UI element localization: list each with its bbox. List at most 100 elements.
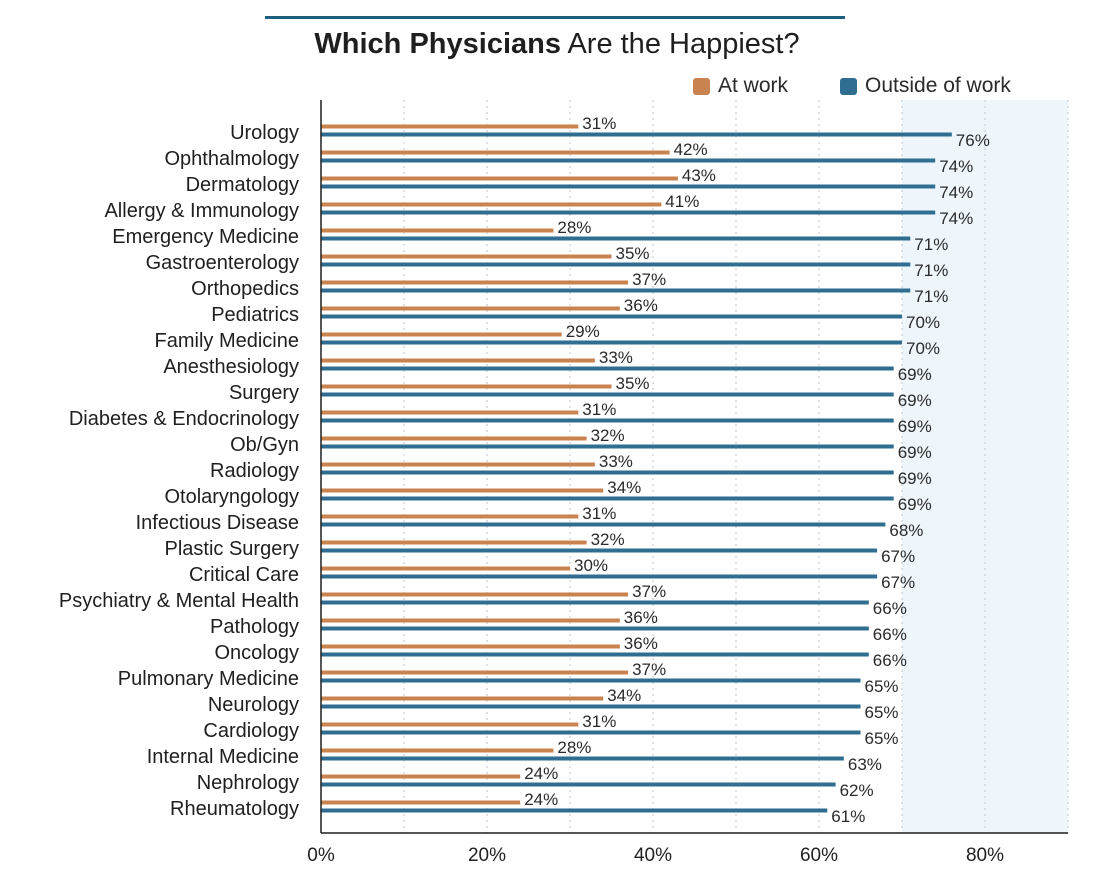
category-label: Psychiatry & Mental Health — [59, 590, 299, 612]
value-label-outside-of-work: 66% — [873, 599, 907, 618]
bar-outside-of-work — [321, 678, 861, 683]
bar-at-work — [321, 722, 579, 727]
value-label-outside-of-work: 76% — [956, 131, 990, 150]
bar-at-work — [321, 124, 579, 129]
category-label: Otolaryngology — [164, 486, 299, 508]
value-label-at-work: 36% — [624, 296, 658, 315]
bar-outside-of-work — [321, 756, 844, 761]
category-label: Anesthesiology — [163, 356, 299, 378]
value-label-outside-of-work: 74% — [939, 157, 973, 176]
category-label: Neurology — [208, 694, 299, 716]
value-label-at-work: 42% — [674, 140, 708, 159]
bar-at-work — [321, 618, 620, 623]
value-label-outside-of-work: 69% — [898, 417, 932, 436]
value-label-at-work: 33% — [599, 452, 633, 471]
value-label-at-work: 31% — [582, 712, 616, 731]
category-label: Critical Care — [189, 564, 299, 586]
legend-item-outside-of-work: Outside of work — [840, 74, 1011, 98]
category-label: Cardiology — [203, 720, 299, 742]
category-label: Diabetes & Endocrinology — [69, 408, 299, 430]
legend-swatch-at-work — [693, 77, 710, 95]
value-label-at-work: 28% — [557, 218, 591, 237]
category-label: Gastroenterology — [146, 252, 299, 274]
category-label: Pathology — [210, 616, 299, 638]
bar-at-work — [321, 774, 521, 779]
value-label-at-work: 34% — [607, 686, 641, 705]
bar-at-work — [321, 254, 612, 259]
value-label-outside-of-work: 71% — [914, 261, 948, 280]
bar-at-work — [321, 800, 521, 805]
bar-at-work — [321, 358, 595, 363]
bar-at-work — [321, 566, 570, 571]
bar-at-work — [321, 540, 587, 545]
bar-at-work — [321, 748, 554, 753]
value-label-outside-of-work: 62% — [840, 781, 874, 800]
bar-at-work — [321, 670, 629, 675]
value-label-at-work: 37% — [632, 582, 666, 601]
bar-outside-of-work — [321, 626, 869, 631]
value-label-at-work: 37% — [632, 270, 666, 289]
bar-outside-of-work — [321, 210, 936, 215]
value-label-outside-of-work: 65% — [865, 677, 899, 696]
bar-outside-of-work — [321, 236, 911, 241]
legend-label-at-work: At work — [718, 74, 789, 97]
bar-at-work — [321, 488, 604, 493]
bar-at-work — [321, 280, 629, 285]
category-label: Family Medicine — [155, 330, 299, 352]
bar-at-work — [321, 514, 579, 519]
value-label-outside-of-work: 67% — [881, 547, 915, 566]
bar-outside-of-work — [321, 652, 869, 657]
value-label-at-work: 30% — [574, 556, 608, 575]
category-label: Infectious Disease — [136, 512, 299, 534]
bar-outside-of-work — [321, 574, 878, 579]
bar-outside-of-work — [321, 158, 936, 163]
legend-label-outside-of-work: Outside of work — [865, 74, 1011, 97]
bar-outside-of-work — [321, 808, 828, 813]
value-label-outside-of-work: 69% — [898, 391, 932, 410]
bar-outside-of-work — [321, 600, 869, 605]
value-label-outside-of-work: 63% — [848, 755, 882, 774]
bar-outside-of-work — [321, 340, 902, 345]
category-label: Ob/Gyn — [230, 434, 299, 456]
value-label-outside-of-work: 70% — [906, 313, 940, 332]
bar-at-work — [321, 592, 629, 597]
bar-outside-of-work — [321, 288, 911, 293]
value-label-outside-of-work: 74% — [939, 209, 973, 228]
bar-at-work — [321, 176, 678, 181]
category-label: Surgery — [229, 382, 299, 404]
bar-outside-of-work — [321, 392, 894, 397]
legend-swatch-outside-of-work — [840, 77, 857, 95]
value-label-at-work: 37% — [632, 660, 666, 679]
bar-outside-of-work — [321, 496, 894, 501]
bar-outside-of-work — [321, 548, 878, 553]
bar-at-work — [321, 306, 620, 311]
value-label-at-work: 32% — [591, 426, 625, 445]
category-label: Plastic Surgery — [165, 538, 300, 560]
value-label-outside-of-work: 69% — [898, 495, 932, 514]
bar-at-work — [321, 150, 670, 155]
bar-at-work — [321, 228, 554, 233]
category-label: Ophthalmology — [164, 148, 299, 170]
value-label-at-work: 28% — [557, 738, 591, 757]
bar-at-work — [321, 410, 579, 415]
value-label-outside-of-work: 71% — [914, 287, 948, 306]
value-label-at-work: 33% — [599, 348, 633, 367]
value-label-at-work: 34% — [607, 478, 641, 497]
value-label-outside-of-work: 69% — [898, 443, 932, 462]
chart-title-bold: Which Physicians — [314, 28, 561, 60]
category-label: Dermatology — [186, 174, 299, 196]
bar-at-work — [321, 202, 662, 207]
bar-outside-of-work — [321, 704, 861, 709]
bar-outside-of-work — [321, 418, 894, 423]
value-label-at-work: 36% — [624, 608, 658, 627]
category-label: Nephrology — [197, 772, 299, 794]
value-label-outside-of-work: 67% — [881, 573, 915, 592]
bar-at-work — [321, 644, 620, 649]
bar-at-work — [321, 462, 595, 467]
bar-at-work — [321, 384, 612, 389]
category-label: Rheumatology — [170, 798, 299, 820]
category-label: Radiology — [210, 460, 299, 482]
bar-outside-of-work — [321, 366, 894, 371]
value-label-outside-of-work: 66% — [873, 625, 907, 644]
